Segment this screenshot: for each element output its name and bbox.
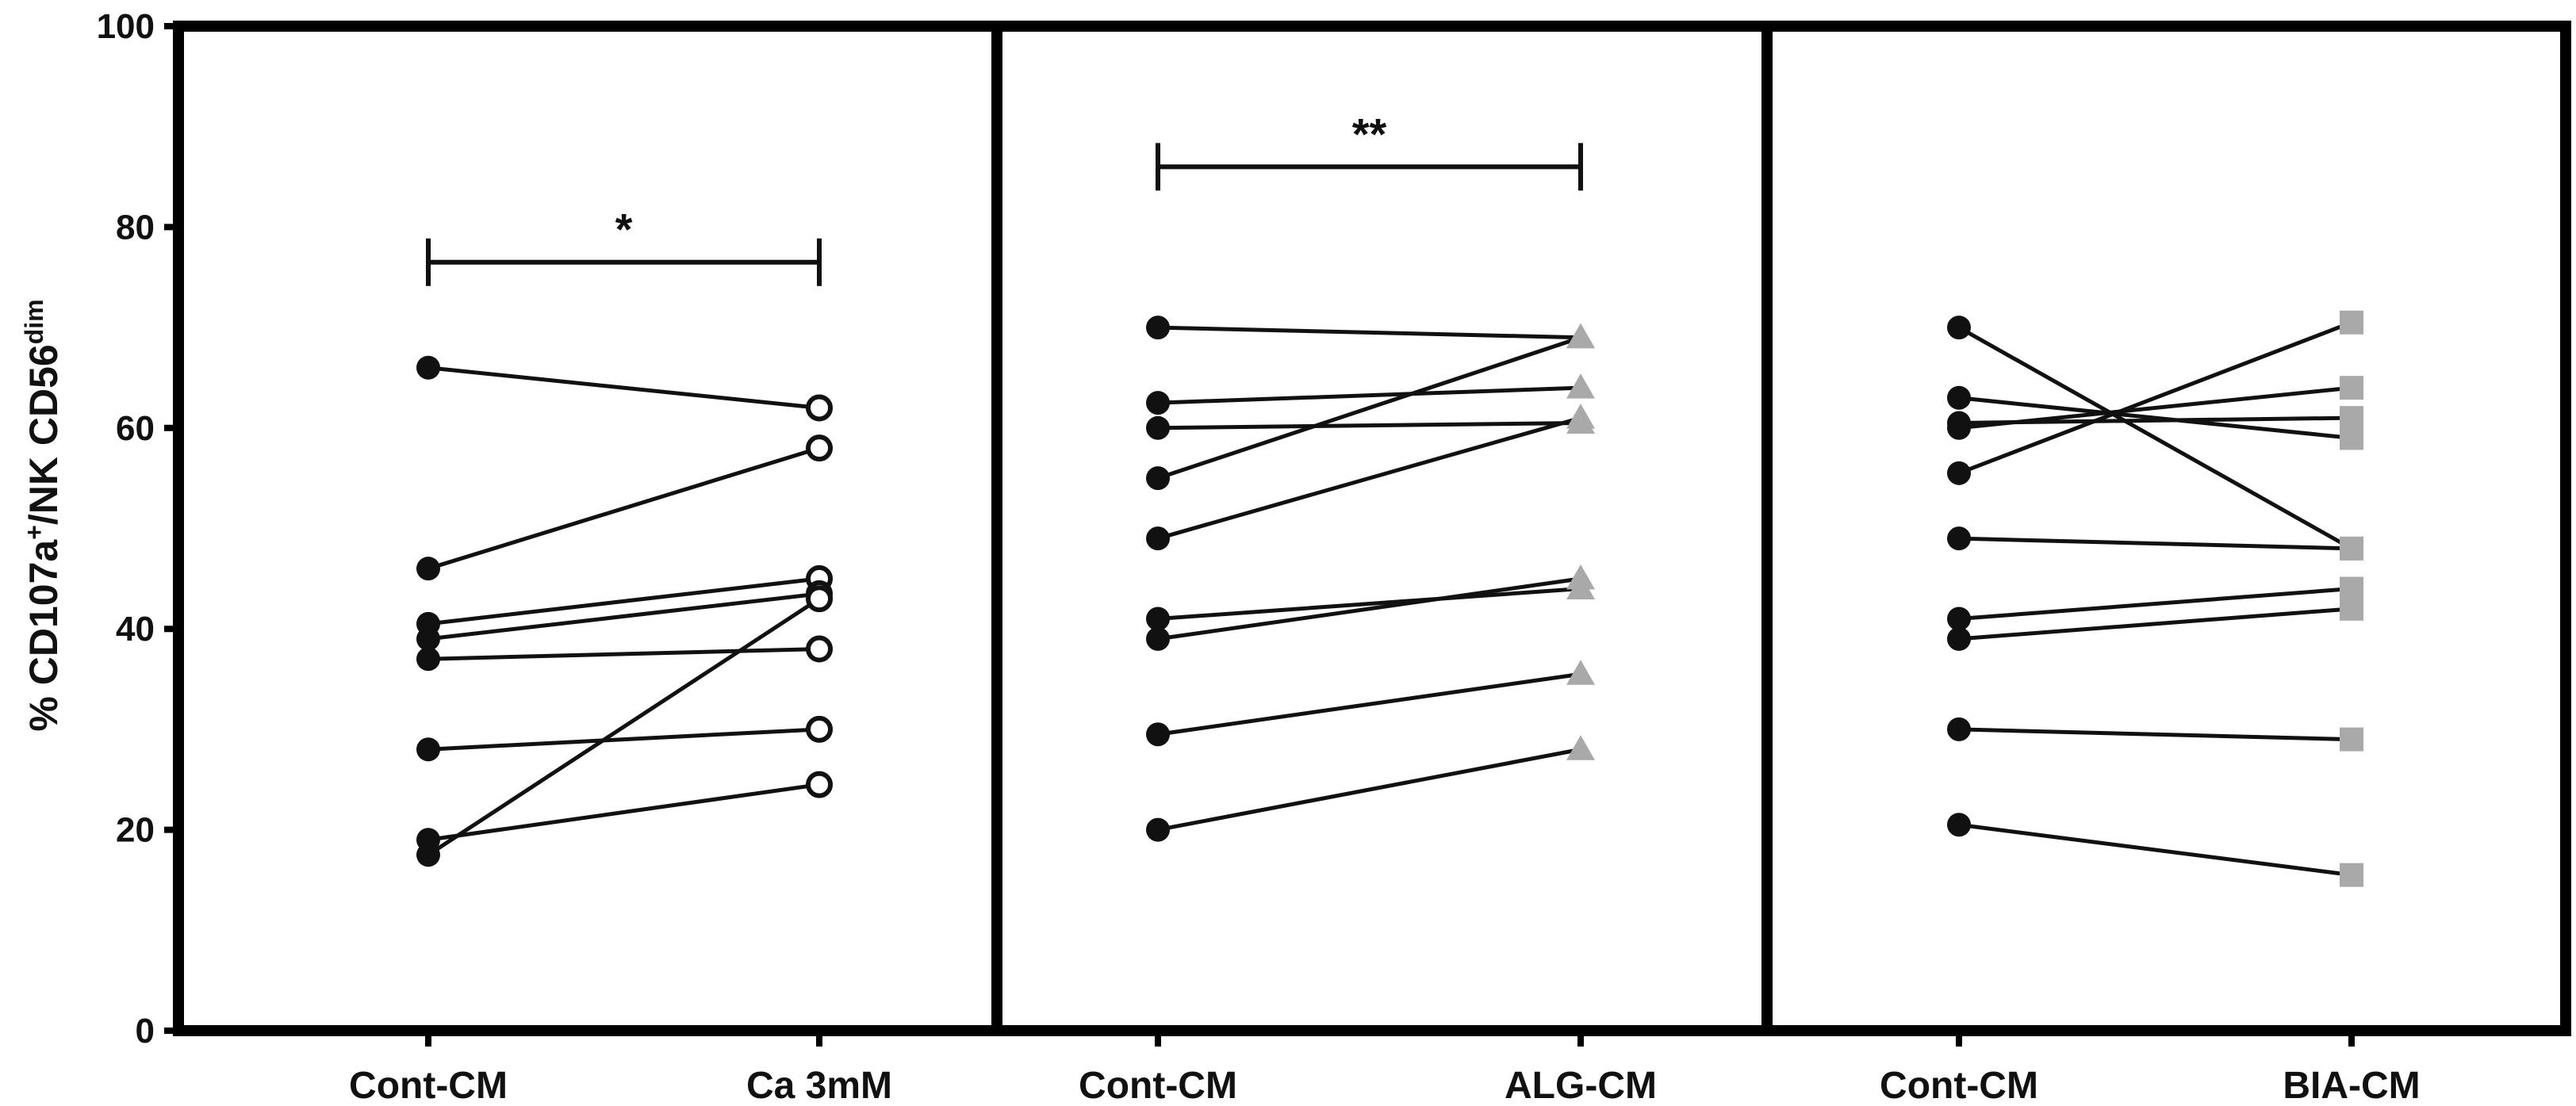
panel-frames <box>173 21 2571 1036</box>
pair-line <box>1958 822 2352 878</box>
x-tick-label: Cont-CM <box>1079 1065 1237 1106</box>
filled-circle-point <box>1947 385 1971 410</box>
filled-circle-point <box>1947 316 1971 340</box>
y-axis-label: % CD107a+/NK CD56dim <box>20 299 66 731</box>
filled-circle-point <box>1947 717 1971 741</box>
y-tick-label: 60 <box>116 409 155 448</box>
open-circle-point <box>806 715 833 743</box>
pair-line <box>1157 747 1581 832</box>
filled-circle-point <box>1947 415 1971 440</box>
filled-circle-point <box>1146 391 1170 415</box>
y-tick-label: 100 <box>97 7 155 46</box>
pair-line <box>1958 607 2352 641</box>
square-point <box>2340 536 2363 561</box>
filled-circle-point <box>416 557 440 581</box>
open-circle-point <box>806 434 833 462</box>
pair-line <box>1157 385 1581 405</box>
square-point <box>2340 376 2363 400</box>
pair-line <box>427 727 820 752</box>
pair-line <box>427 591 820 641</box>
square-point <box>2340 576 2363 601</box>
filled-circle-point <box>1947 461 1971 485</box>
square-point <box>2340 863 2363 887</box>
square-point <box>2340 310 2363 335</box>
pair-line <box>1957 325 2353 551</box>
panel-frame <box>173 21 1002 1036</box>
open-circle-point <box>806 771 833 798</box>
pair-line <box>427 783 820 842</box>
x-tick-label: ALG-CM <box>1505 1065 1657 1106</box>
pair-line <box>1157 335 1581 480</box>
x-tick-label: Ca 3mM <box>746 1065 892 1106</box>
significance-label: * <box>615 205 633 254</box>
square-point <box>2340 406 2363 431</box>
panel-1: * Cont-CM Ca 3mM <box>349 205 892 1106</box>
square-point <box>2340 426 2363 450</box>
pair-line <box>1157 587 1581 622</box>
panel-3: Cont-CM BIA-CM <box>1880 310 2421 1106</box>
y-tick-label: 80 <box>116 208 155 247</box>
y-tick-label: 40 <box>116 610 155 649</box>
panel-2: ** Cont-CM ALG-CM <box>1079 109 1657 1106</box>
filled-circle-point <box>416 843 440 867</box>
x-tick-label: Cont-CM <box>1880 1065 2038 1106</box>
pair-line <box>1958 536 2352 551</box>
pair-line <box>1157 576 1581 641</box>
x-tick-label: BIA-CM <box>2283 1065 2420 1106</box>
square-point <box>2340 596 2363 621</box>
filled-circle-point <box>1947 813 1971 837</box>
triangle-point <box>1566 660 1595 685</box>
open-circle-point <box>806 635 833 663</box>
pair-line <box>1157 325 1581 340</box>
filled-circle-point <box>1146 817 1170 842</box>
open-circle-point <box>806 394 833 422</box>
pair-line <box>1958 320 2352 476</box>
triangle-point <box>1566 735 1595 760</box>
triangle-point <box>1566 404 1595 429</box>
pair-line <box>1157 672 1581 737</box>
filled-circle-point <box>1947 607 1971 631</box>
y-tick-label: 0 <box>136 1012 155 1051</box>
pair-line <box>427 446 820 571</box>
filled-circle-point <box>416 647 440 672</box>
pair-line <box>427 647 820 661</box>
filled-circle-point <box>416 737 440 762</box>
filled-circle-point <box>1146 722 1170 747</box>
filled-circle-point <box>1146 607 1170 631</box>
filled-circle-point <box>1146 526 1170 551</box>
pair-line <box>427 597 821 857</box>
filled-circle-point <box>416 626 440 651</box>
pair-line <box>1157 415 1581 541</box>
pair-line <box>1958 385 2352 431</box>
square-point <box>2340 727 2363 752</box>
pair-line <box>1958 727 2352 742</box>
triangle-point <box>1566 373 1595 399</box>
panels: * Cont-CM Ca 3mM ** Cont-CM ALG-CM Cont-CM BIA-… <box>349 109 2421 1106</box>
x-tick-label: Cont-CM <box>349 1065 508 1106</box>
filled-circle-point <box>1146 415 1170 440</box>
pair-line <box>427 365 820 410</box>
pair-line <box>1157 420 1581 431</box>
filled-circle-point <box>1146 626 1170 651</box>
open-circle-point <box>806 585 833 613</box>
filled-circle-point <box>1947 626 1971 651</box>
y-axis: 0 20 40 60 80 100 <box>97 7 178 1051</box>
filled-circle-point <box>1146 466 1170 491</box>
filled-circle-point <box>416 355 440 380</box>
pair-line <box>1958 396 2352 440</box>
significance-label: ** <box>1352 109 1387 159</box>
panel-frame <box>1761 21 2571 1036</box>
panel-frame <box>991 21 1773 1036</box>
filled-circle-point <box>1947 526 1971 551</box>
filled-circle-point <box>1146 316 1170 340</box>
triangle-point <box>1566 323 1595 349</box>
y-tick-label: 20 <box>116 811 155 850</box>
pair-line <box>427 576 820 626</box>
pair-line <box>1958 587 2352 622</box>
triangle-point <box>1566 564 1595 590</box>
